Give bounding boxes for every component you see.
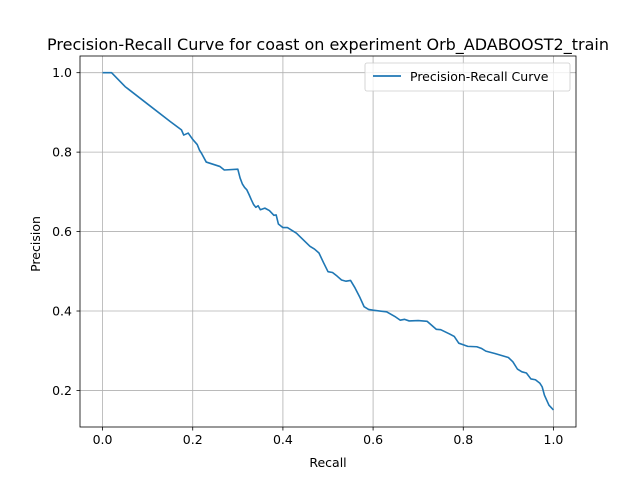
plot-area (102, 71, 555, 411)
y-tick-label: 0.8 (52, 145, 72, 160)
legend-box (364, 62, 571, 92)
x-tick-label: 0.8 (453, 432, 473, 447)
y-axis-ticks: 0.2 0.4 0.6 0.8 1.0 (52, 65, 80, 398)
x-tick-label: 0.4 (273, 432, 293, 447)
y-axis-label: Precision (28, 216, 43, 272)
legend: Precision-Recall Curve (364, 62, 571, 92)
y-tick-label: 0.4 (52, 304, 72, 319)
chart-title: Precision-Recall Curve for coast on expe… (47, 35, 609, 55)
axes-frame (79, 55, 577, 428)
x-tick-label: 0.0 (93, 432, 113, 447)
pr-curve-line (102, 71, 555, 411)
grid-lines (80, 56, 576, 427)
x-tick-label: 0.2 (183, 432, 203, 447)
x-tick-label: 0.6 (363, 432, 383, 447)
y-tick-label: 0.2 (52, 383, 72, 398)
legend-label: Precision-Recall Curve (410, 69, 549, 84)
y-tick-label: 0.6 (52, 224, 72, 239)
x-axis-ticks: 0.0 0.2 0.4 0.6 0.8 1.0 (93, 427, 564, 447)
x-tick-label: 1.0 (544, 432, 564, 447)
x-axis-label: Recall (309, 455, 346, 470)
y-tick-label: 1.0 (52, 65, 72, 80)
